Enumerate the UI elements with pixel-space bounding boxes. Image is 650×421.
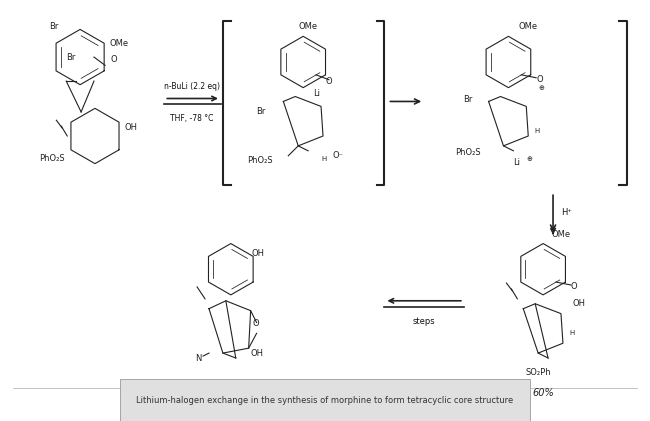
Text: OMe: OMe [298,22,318,32]
Text: O: O [111,55,117,64]
Text: PhO₂S: PhO₂S [455,148,480,157]
Text: OMe: OMe [109,39,129,48]
Text: Li: Li [514,158,521,167]
Text: steps: steps [413,317,436,325]
Text: O: O [253,319,259,328]
Text: OH: OH [252,249,265,258]
Text: O: O [325,77,332,86]
Text: OMe: OMe [551,229,570,239]
Text: Br: Br [66,53,76,61]
Text: PhO₂S: PhO₂S [39,154,64,163]
Text: Li: Li [313,89,320,98]
Text: SO₂Ph: SO₂Ph [525,368,551,377]
Text: Lithium-halogen exchange in the synthesis of morphine to form tetracyclic core s: Lithium-halogen exchange in the synthesi… [136,396,514,405]
Text: N: N [195,354,201,362]
Text: Br: Br [463,95,473,104]
Text: ⊕: ⊕ [526,156,532,162]
Text: ⊕: ⊕ [538,85,544,91]
Text: H⁺: H⁺ [561,208,572,218]
Text: OH: OH [573,299,586,308]
Text: O⁻: O⁻ [333,151,344,160]
Text: morphine: morphine [207,383,254,393]
Text: THF, -78 °C: THF, -78 °C [170,114,214,123]
Text: O: O [536,75,543,84]
Text: H: H [321,156,326,162]
Text: Br: Br [256,107,265,116]
Text: OMe: OMe [518,22,538,32]
Text: O: O [571,282,577,291]
Text: PhO₂S: PhO₂S [247,156,272,165]
Text: OH: OH [251,349,264,357]
Text: OH: OH [124,123,137,132]
Text: 60%: 60% [532,388,554,397]
Text: n-BuLi (2.2 eq): n-BuLi (2.2 eq) [164,82,220,91]
Text: H: H [569,330,574,336]
Text: H: H [534,128,540,134]
Text: Br: Br [49,22,58,31]
